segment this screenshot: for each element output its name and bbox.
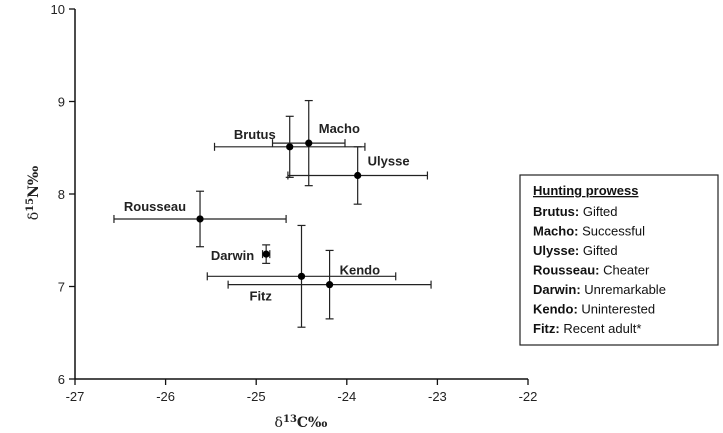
data-point-marker [262,250,270,258]
y-axis-title-sup: 15 [25,198,36,212]
y-tick-label: 8 [58,187,65,202]
legend-entry-darwin: Darwin: Unremarkable [533,282,666,297]
legend-box [519,174,719,346]
y-axis-title-prefix: δ [26,212,42,220]
x-axis-title: δ13C‰ [275,414,329,431]
x-axis-title-sup: 13 [283,414,297,425]
x-tick-label: -27 [66,389,85,404]
x-tick-label: -23 [428,389,447,404]
data-point-label: Fitz [250,288,273,303]
axes: -27 -26 -25 -24 -23 -22 6 7 8 9 10 [51,2,538,404]
data-point-label: Ulysse [368,154,410,169]
y-tick-label: 9 [58,95,65,110]
legend-entry-name: Ulysse: [533,243,579,258]
legend-entry-name: Macho: [533,224,579,239]
data-point-label: Brutus [234,127,276,142]
data-point-marker [325,281,334,289]
data-point-ulysse: Ulysse [287,146,429,205]
y-axis-title: δ15N‰ [25,165,42,220]
data-point-label: Darwin [211,248,254,263]
data-point-label: Macho [319,121,360,136]
legend-entry-brutus: Brutus: Gifted [533,204,618,219]
legend-entry-value: Gifted [579,243,617,258]
data-point-macho: Macho [271,99,360,187]
legend-entry-fitz: Fitz: Recent adult* [533,321,641,336]
data-point-darwin: Darwin [211,244,271,264]
legend-title: Hunting prowess [533,183,638,198]
data-point-fitz: Fitz [206,224,397,328]
y-tick-label: 10 [51,2,65,17]
data-point-marker [196,215,204,223]
legend-entry-name: Kendo: [533,302,578,317]
x-tick-label: -26 [156,389,175,404]
data-point-marker [305,139,313,147]
legend-entry-name: Rousseau: [533,263,599,278]
data-point-label: Rousseau [124,199,186,214]
legend-entry-name: Brutus: [533,204,579,219]
y-axis-title-main: N‰ [26,165,42,198]
data-point-brutus: Brutus [213,115,366,178]
legend-entry-value: Recent adult* [560,321,642,336]
y-tick-label: 6 [58,372,65,387]
legend-entry-value: Unremarkable [581,282,666,297]
legend-entry-rousseau: Rousseau: Cheater [533,263,650,278]
data-point-kendo: Kendo [227,249,432,320]
legend-entry-value: Cheater [599,263,650,278]
legend-entry-name: Fitz: [533,321,560,336]
x-tick-label: -22 [519,389,538,404]
x-tick-label: -25 [247,389,266,404]
legend-entry-value: Successful [579,224,646,239]
data-point-rousseau: Rousseau [113,190,287,248]
legend-entry-macho: Macho: Successful [533,224,645,239]
data-point-marker [286,143,294,151]
data-points: Brutus Macho Ulysse Rousseau Darwin Kendo Fitz [113,99,432,328]
x-tick-label: -24 [337,389,356,404]
data-point-marker [354,171,362,180]
legend-entry-value: Uninterested [578,302,655,317]
legend-entry-ulysse: Ulysse: Gifted [533,243,618,258]
x-axis-title-prefix: δ [275,415,283,431]
legend-entry-name: Darwin: [533,282,581,297]
y-tick-label: 7 [58,280,65,295]
data-point-marker [297,272,306,280]
data-point-label: Kendo [340,263,381,278]
legend-entry-value: Gifted [579,204,617,219]
x-axis-title-main: C‰ [297,415,328,431]
legend-entry-kendo: Kendo: Uninterested [533,302,655,317]
